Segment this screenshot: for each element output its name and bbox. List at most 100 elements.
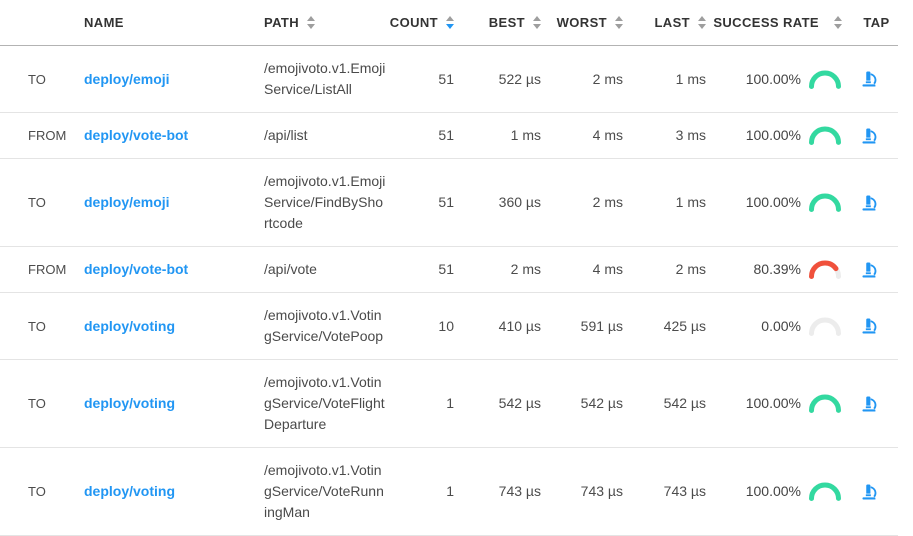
sort-arrows-icon — [446, 16, 454, 29]
count-value: 51 — [438, 261, 454, 277]
count-value: 51 — [438, 194, 454, 210]
worst-latency-value: 2 ms — [592, 70, 623, 87]
sort-up-icon — [834, 16, 842, 21]
microscope-icon — [862, 128, 877, 143]
microscope-icon — [862, 318, 877, 334]
count-value: 51 — [438, 70, 454, 87]
success-rate-value: 80.39% — [753, 261, 801, 277]
resource-link[interactable]: deploy/vote-bot — [84, 127, 189, 143]
best-latency-value: 410 µs — [498, 317, 541, 334]
sort-down-icon — [615, 24, 623, 29]
sort-up-icon — [533, 16, 541, 21]
resource-link[interactable]: deploy/voting — [84, 317, 175, 334]
column-header-count[interactable]: COUNT — [390, 12, 454, 33]
table-row: TO deploy/voting /emojivoto.v1.VotingSer… — [0, 360, 898, 448]
success-rate-value: 100.00% — [745, 127, 801, 143]
best-latency-value: 542 µs — [498, 395, 541, 411]
sort-down-icon — [698, 24, 706, 29]
table-row: FROM deploy/vote-bot /api/list 51 1 ms 4… — [0, 113, 898, 159]
column-header-worst[interactable]: WORST — [541, 12, 623, 33]
column-header-label: PATH — [264, 15, 300, 30]
sort-down-icon — [533, 24, 541, 29]
last-latency-value: 3 ms — [675, 127, 706, 143]
last-latency-value: 2 ms — [675, 261, 706, 277]
column-header-label: LAST — [654, 15, 690, 30]
success-rate-value: 100.00% — [745, 483, 801, 499]
last-latency-value: 542 µs — [663, 395, 706, 411]
direction-label: TO — [28, 396, 46, 411]
best-latency-value: 1 ms — [510, 127, 541, 143]
success-rate-gauge — [808, 317, 842, 336]
worst-latency-value: 4 ms — [592, 261, 623, 277]
worst-latency-value: 743 µs — [580, 483, 623, 499]
tap-button[interactable] — [860, 260, 880, 280]
path-value: /api/vote — [264, 261, 317, 277]
column-header-label: BEST — [488, 15, 525, 30]
microscope-icon — [862, 71, 877, 87]
worst-latency-value: 4 ms — [592, 127, 623, 143]
column-header-label: COUNT — [389, 15, 438, 30]
column-header-name: NAME — [84, 12, 264, 33]
microscope-icon — [862, 195, 877, 210]
table-header-row: NAME PATH COUNT BEST WORST LAST SUCCESS RATE TA… — [0, 0, 898, 46]
success-rate-value: 100.00% — [745, 194, 801, 210]
direction-label: TO — [28, 484, 46, 499]
resource-link[interactable]: deploy/emoji — [84, 194, 170, 210]
column-header-tap: TAP — [842, 12, 898, 33]
tap-button[interactable] — [860, 316, 880, 336]
worst-latency-value: 2 ms — [592, 194, 623, 210]
count-value: 1 — [446, 483, 454, 499]
sort-up-icon — [698, 16, 706, 21]
table-row: TO deploy/voting /emojivoto.v1.VotingSer… — [0, 293, 898, 360]
sort-down-icon — [446, 24, 454, 29]
table-row: TO deploy/voting /emojivoto.v1.VotingSer… — [0, 448, 898, 536]
success-rate-value: 100.00% — [745, 395, 801, 411]
tap-button[interactable] — [860, 394, 880, 414]
resource-link[interactable]: deploy/voting — [84, 483, 175, 499]
count-value: 51 — [438, 127, 454, 143]
last-latency-value: 1 ms — [675, 70, 706, 87]
direction-label: TO — [28, 71, 46, 87]
worst-latency-value: 591 µs — [580, 317, 623, 334]
sort-arrows-icon — [698, 16, 706, 29]
path-value: /emojivoto.v1.VotingService/VoteRunningM… — [264, 462, 384, 520]
count-value: 1 — [446, 395, 454, 411]
last-latency-value: 743 µs — [663, 483, 706, 499]
column-header-path[interactable]: PATH — [264, 12, 386, 33]
sort-down-icon — [307, 24, 316, 29]
resource-link[interactable]: deploy/voting — [84, 395, 175, 411]
tap-button[interactable] — [860, 126, 880, 146]
resource-link[interactable]: deploy/emoji — [84, 70, 170, 87]
best-latency-value: 743 µs — [498, 483, 541, 499]
best-latency-value: 360 µs — [498, 194, 541, 210]
sort-arrows-icon — [307, 16, 316, 29]
best-latency-value: 522 µs — [498, 70, 541, 87]
tap-button[interactable] — [860, 193, 880, 213]
microscope-icon — [862, 262, 877, 277]
tap-button[interactable] — [860, 69, 880, 89]
success-rate-gauge — [808, 126, 842, 145]
column-header-label: WORST — [556, 15, 607, 30]
table-row: TO deploy/emoji /emojivoto.v1.EmojiServi… — [0, 159, 898, 247]
column-header-best[interactable]: BEST — [454, 12, 541, 33]
column-header-label: SUCCESS RATE — [713, 15, 819, 30]
best-latency-value: 2 ms — [510, 261, 541, 277]
last-latency-value: 425 µs — [663, 317, 706, 334]
column-header-success_rate[interactable]: SUCCESS RATE — [706, 12, 842, 33]
sort-arrows-icon — [834, 16, 842, 29]
path-value: /emojivoto.v1.EmojiService/ListAll — [264, 60, 386, 97]
column-header-last[interactable]: LAST — [623, 12, 706, 33]
success-rate-gauge — [808, 394, 842, 413]
direction-label: TO — [28, 318, 46, 334]
tap-button[interactable] — [860, 482, 880, 502]
count-value: 10 — [438, 317, 454, 334]
resource-link[interactable]: deploy/vote-bot — [84, 261, 189, 277]
success-rate-gauge — [808, 193, 842, 212]
sort-arrows-icon — [615, 16, 623, 29]
column-header-label: TAP — [863, 15, 890, 30]
path-value: /emojivoto.v1.VotingService/VoteFlightDe… — [264, 374, 385, 432]
sort-down-icon — [834, 24, 842, 29]
success-rate-gauge — [808, 482, 842, 501]
success-rate-value: 100.00% — [745, 70, 801, 87]
